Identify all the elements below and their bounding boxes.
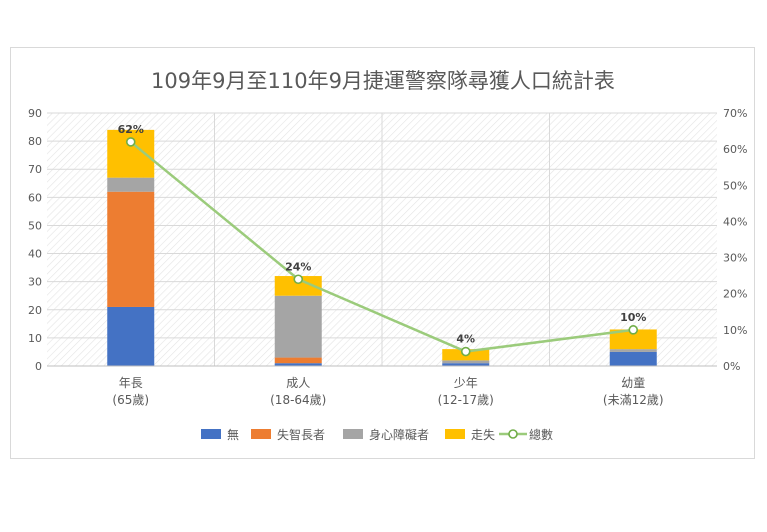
bars [107, 129, 657, 366]
bar-segment [274, 363, 322, 366]
y-right-tick-label: 10% [723, 324, 747, 337]
total-point [293, 274, 304, 285]
total-point [628, 325, 639, 335]
legend-label: 走失 [471, 427, 495, 442]
category-label: 成人 [286, 376, 310, 390]
gridlines [47, 112, 717, 366]
chart-svg: 109年9月至110年9月捷運警察隊尋獲人口統計表 62% 24% 4% 10% 0 1… [28, 69, 747, 442]
y-left-tick-label: 40 [28, 248, 42, 261]
bar-segment [609, 351, 657, 366]
bar-segment [107, 191, 155, 307]
category-sublabel: (65歲) [112, 393, 149, 407]
total-point [460, 346, 471, 357]
chart-title: 109年9月至110年9月捷運警察隊尋獲人口統計表 [151, 69, 615, 93]
total-point [125, 137, 136, 147]
bar-segment [274, 276, 322, 296]
legend: 無 失智長者 身心障礙者 走失 總數 [201, 427, 553, 442]
y-right-tick-label: 30% [723, 252, 747, 265]
y-left-tick-label: 70 [28, 163, 42, 176]
legend-label: 總數 [529, 427, 553, 442]
y-left-tick-label: 20 [28, 304, 42, 317]
y-left-tick-label: 10 [28, 332, 42, 345]
y-right-tick-label: 70% [723, 107, 747, 120]
y-right-tick-label: 50% [723, 179, 747, 192]
y-right-tick-label: 40% [723, 215, 747, 228]
total-line: 62% 24% 4% 10% [118, 123, 646, 357]
y-right-tick-label: 60% [723, 143, 747, 156]
legend-swatch [251, 429, 271, 439]
legend-label: 失智長者 [277, 427, 325, 442]
legend-swatch [445, 429, 465, 439]
y-right-tick-label: 20% [723, 288, 747, 301]
legend-label: 無 [227, 427, 239, 442]
bar-segment [442, 360, 490, 364]
bar-segment [107, 129, 155, 178]
total-data-label: 24% [285, 260, 311, 273]
bar-segment [274, 295, 322, 358]
legend-swatch [201, 429, 221, 439]
y-left-tick-label: 60 [28, 191, 42, 204]
y-left-tick-label: 90 [28, 107, 42, 120]
legend-swatch [343, 429, 363, 439]
category-sublabel: (未滿12歲) [603, 393, 664, 407]
legend-marker [508, 429, 518, 439]
bar-segment [107, 177, 155, 192]
category-sublabel: (18-64歲) [270, 393, 326, 407]
y-left-tick-label: 0 [35, 360, 42, 373]
bar-segment [442, 363, 490, 366]
bar-segment [107, 306, 155, 366]
bar-segment [609, 349, 657, 352]
y-left-tick-label: 30 [28, 276, 42, 289]
category-label: 少年 [454, 376, 478, 390]
bar-segment [274, 357, 322, 364]
category-sublabel: (12-17歲) [438, 393, 494, 407]
total-line-path [129, 140, 634, 353]
chart-frame: 109年9月至110年9月捷運警察隊尋獲人口統計表 62% 24% 4% 10% 0 1… [10, 47, 755, 459]
total-data-label: 4% [456, 333, 475, 346]
y-left-tick-label: 80 [28, 135, 42, 148]
legend-label: 身心障礙者 [369, 427, 429, 442]
axes: 0 10 20 30 40 50 60 70 80 90 0% 10% 20% 30% 40% 50% 60% 7… [28, 107, 747, 407]
total-data-label: 62% [118, 123, 144, 136]
y-right-tick-label: 0% [723, 360, 740, 373]
bar-segment [609, 329, 657, 350]
total-data-label: 10% [620, 311, 646, 324]
category-label: 年長 [119, 376, 143, 390]
category-label: 幼童 [621, 375, 645, 390]
y-left-tick-label: 50 [28, 219, 42, 232]
